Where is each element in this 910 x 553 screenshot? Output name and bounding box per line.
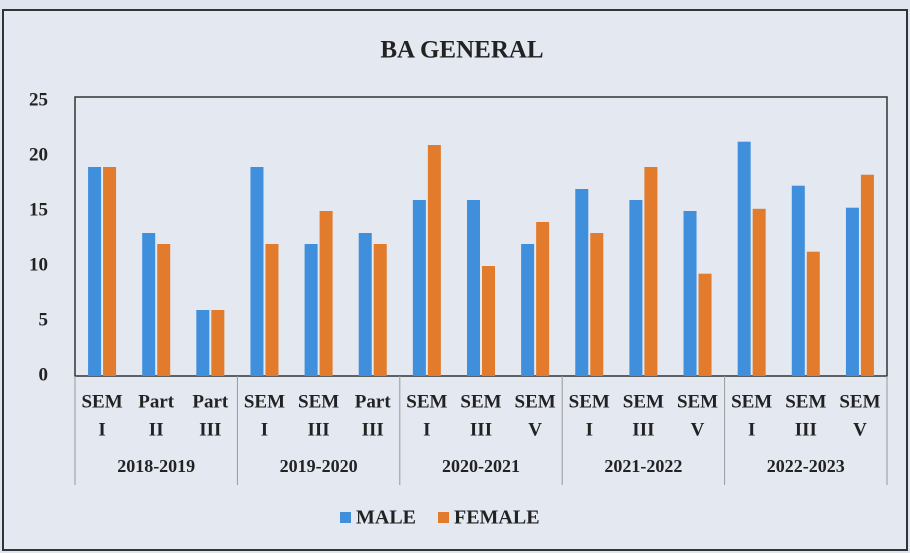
- bar: [250, 167, 264, 376]
- legend-swatch: [438, 512, 449, 523]
- x-tick-label: SEM: [623, 391, 664, 412]
- group-label: 2019-2020: [280, 456, 358, 476]
- bar: [196, 310, 210, 376]
- x-tick-label: SEM: [298, 391, 339, 412]
- x-tick-label: SEM: [677, 391, 718, 412]
- bar: [157, 244, 171, 376]
- group-label: 2022-2023: [767, 456, 845, 476]
- bar: [467, 200, 480, 376]
- chart-title: BA GENERAL: [380, 37, 543, 64]
- x-tick-label: III: [795, 419, 817, 440]
- y-tick-label: 20: [29, 144, 48, 165]
- bar: [644, 167, 658, 376]
- bar: [211, 310, 225, 376]
- bar: [698, 273, 712, 376]
- x-tick-label: V: [528, 419, 542, 440]
- x-tick-label: SEM: [244, 391, 285, 412]
- y-tick-label: 10: [29, 254, 48, 275]
- bar: [304, 244, 318, 376]
- y-tick-label: 25: [29, 89, 48, 110]
- x-tick-label: Part: [355, 391, 392, 412]
- x-tick-label: III: [470, 419, 492, 440]
- x-tick-label: III: [362, 419, 384, 440]
- bar: [845, 207, 859, 376]
- bar: [629, 200, 643, 376]
- x-tick-label: I: [261, 419, 268, 440]
- bar: [752, 208, 766, 376]
- bar: [536, 222, 550, 376]
- bar: [590, 233, 604, 376]
- x-tick-label: SEM: [460, 391, 501, 412]
- x-tick-label: SEM: [406, 391, 447, 412]
- group-label: 2021-2022: [604, 456, 682, 476]
- x-tick-label: Part: [192, 391, 229, 412]
- bar: [427, 145, 441, 376]
- x-tick-label: SEM: [839, 391, 880, 412]
- x-tick-label: V: [691, 419, 705, 440]
- legend-label: FEMALE: [454, 507, 540, 529]
- bar: [358, 233, 372, 376]
- bar: [575, 189, 589, 376]
- group-label: 2020-2021: [442, 456, 520, 476]
- bar: [88, 167, 102, 376]
- bar: [319, 211, 333, 376]
- x-tick-label: I: [748, 419, 755, 440]
- x-tick-label: SEM: [569, 391, 610, 412]
- x-tick-label: I: [423, 419, 430, 440]
- legend-label: MALE: [356, 507, 416, 529]
- x-tick-label: SEM: [785, 391, 826, 412]
- plot-area: [74, 96, 888, 377]
- bar: [412, 200, 426, 376]
- x-tick-label: SEM: [515, 391, 556, 412]
- bar: [521, 244, 535, 376]
- x-tick-label: V: [853, 419, 867, 440]
- x-tick-label: I: [98, 419, 105, 440]
- bar: [373, 244, 387, 376]
- bar: [737, 141, 751, 376]
- bar: [791, 185, 805, 376]
- y-tick-label: 5: [39, 309, 49, 330]
- bar: [860, 174, 874, 376]
- x-tick-label: II: [149, 419, 164, 440]
- y-tick-label: 15: [29, 199, 48, 220]
- y-tick-label: 0: [39, 364, 49, 385]
- bar: [683, 211, 697, 376]
- legend-swatch: [340, 512, 351, 523]
- x-tick-label: III: [199, 419, 221, 440]
- x-tick-label: III: [632, 419, 654, 440]
- x-tick-label: SEM: [81, 391, 122, 412]
- bar: [265, 244, 279, 376]
- bar: [142, 233, 156, 376]
- x-tick-label: I: [586, 419, 593, 440]
- x-tick-label: Part: [138, 391, 175, 412]
- bar: [482, 266, 495, 376]
- x-tick-label: III: [308, 419, 330, 440]
- bar: [103, 167, 117, 376]
- x-tick-label: SEM: [731, 391, 772, 412]
- bar: [806, 251, 820, 376]
- group-label: 2018-2019: [117, 456, 195, 476]
